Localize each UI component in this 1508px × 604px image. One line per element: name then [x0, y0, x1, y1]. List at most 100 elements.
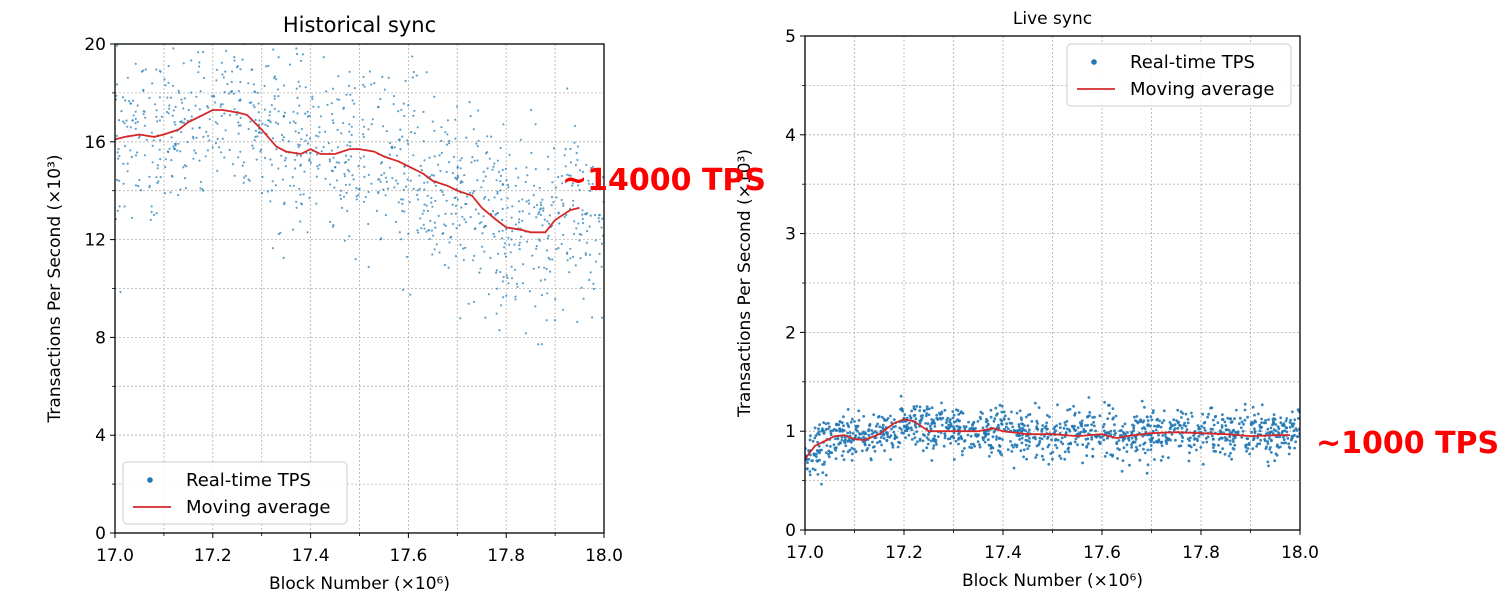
tps-point — [848, 431, 852, 434]
tps-point — [927, 407, 931, 411]
tps-point — [456, 165, 459, 168]
tps-point — [930, 406, 934, 410]
tps-point — [460, 180, 463, 183]
tps-point — [961, 411, 965, 415]
tps-point — [423, 203, 426, 206]
tps-point — [1260, 425, 1263, 429]
tps-point — [223, 112, 226, 115]
tps-point — [299, 164, 302, 167]
tps-point — [277, 88, 280, 91]
tps-point — [259, 150, 262, 153]
x-tick-label: 18.0 — [1281, 543, 1319, 563]
legend-label-real-time-tps: Real-time TPS — [1130, 52, 1255, 73]
tps-point — [281, 133, 284, 137]
tps-point — [230, 80, 233, 84]
tps-point — [1067, 450, 1071, 454]
tps-point — [890, 421, 894, 425]
tps-point — [252, 147, 255, 150]
tps-point — [251, 144, 254, 147]
tps-point — [339, 197, 342, 200]
tps-point — [364, 195, 367, 199]
tps-point — [401, 209, 404, 212]
tps-point — [515, 282, 519, 285]
tps-point — [331, 112, 334, 116]
tps-point — [534, 168, 537, 171]
tps-point — [936, 435, 940, 438]
tps-point — [1136, 421, 1140, 425]
tps-point — [413, 109, 416, 112]
tps-point — [465, 203, 468, 206]
tps-point — [433, 221, 436, 224]
tps-point — [134, 110, 137, 113]
tps-point — [440, 189, 443, 192]
tps-point — [986, 422, 990, 426]
tps-point — [334, 166, 337, 169]
tps-point — [1033, 401, 1037, 405]
tps-point — [1142, 419, 1146, 423]
tps-point — [183, 164, 186, 167]
tps-point — [972, 442, 975, 446]
tps-point — [872, 445, 875, 449]
tps-point — [1277, 427, 1281, 431]
tps-point — [433, 129, 436, 132]
tps-point — [970, 426, 974, 429]
tps-point — [1163, 433, 1167, 437]
tps-point — [588, 278, 591, 282]
tps-point — [418, 187, 421, 190]
tps-point — [824, 422, 828, 426]
tps-point — [863, 443, 867, 446]
tps-point — [501, 183, 504, 186]
tps-point — [1266, 460, 1270, 464]
tps-point — [163, 78, 166, 81]
tps-point — [1279, 416, 1283, 420]
tps-point — [332, 87, 335, 90]
tps-point — [1276, 425, 1280, 428]
tps-point — [118, 154, 121, 158]
tps-point — [459, 243, 462, 246]
tps-point — [425, 71, 428, 74]
tps-point — [490, 135, 493, 138]
tps-point — [128, 100, 131, 103]
tps-point — [1157, 433, 1160, 437]
tps-point — [946, 416, 950, 420]
tps-point — [159, 70, 162, 73]
tps-point — [1195, 437, 1199, 441]
tps-point — [280, 154, 283, 157]
tps-point — [600, 265, 603, 268]
tps-point — [1035, 444, 1039, 448]
tps-point — [548, 258, 551, 261]
tps-point — [1200, 424, 1204, 428]
tps-point — [156, 164, 160, 167]
tps-point — [821, 471, 825, 474]
tps-point — [202, 50, 205, 54]
tps-point — [1149, 444, 1153, 447]
tps-point — [829, 445, 832, 448]
tps-point — [275, 148, 278, 151]
tps-point — [407, 104, 410, 107]
tps-point — [399, 148, 402, 151]
tps-point — [535, 203, 539, 206]
tps-point — [598, 252, 601, 255]
tps-point — [550, 204, 553, 207]
legend-box — [1066, 43, 1292, 107]
tps-point — [1268, 437, 1271, 440]
tps-point — [277, 232, 280, 236]
tps-point — [1219, 430, 1222, 434]
tps-point — [1210, 406, 1214, 410]
tps-point — [989, 447, 993, 450]
tps-point — [235, 40, 237, 42]
tps-point — [546, 237, 549, 240]
tps-point — [159, 176, 162, 179]
tps-point — [566, 87, 569, 90]
chart-title: Historical sync — [283, 13, 436, 37]
tps-point — [933, 434, 937, 438]
tps-point — [204, 155, 207, 158]
tps-point — [167, 64, 170, 68]
tps-point — [484, 316, 487, 319]
tps-point — [1010, 450, 1014, 453]
tps-point — [918, 409, 922, 412]
tps-point — [381, 75, 384, 78]
x-tick-label: 17.0 — [96, 546, 134, 566]
tps-point — [363, 165, 366, 168]
tps-point — [1035, 453, 1039, 457]
